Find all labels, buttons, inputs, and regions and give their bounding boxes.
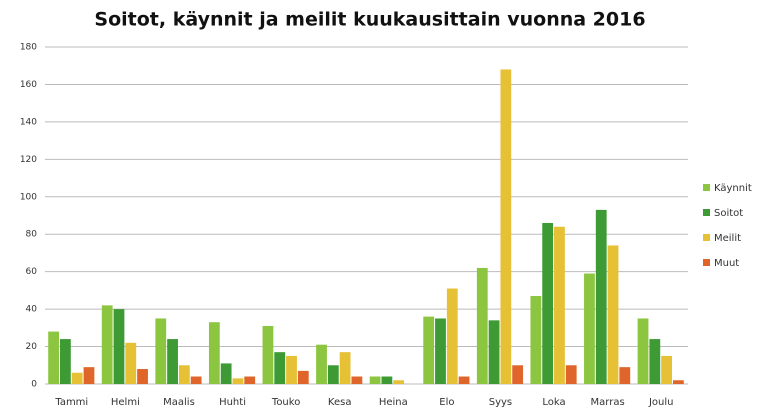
bar xyxy=(137,369,148,384)
x-tick-label: Tammi xyxy=(54,397,88,408)
bar xyxy=(369,376,381,384)
bar xyxy=(286,355,297,384)
y-tick-label: 140 xyxy=(20,117,37,127)
bar xyxy=(381,376,393,384)
bar xyxy=(208,322,220,384)
bar xyxy=(661,355,672,384)
y-tick-label: 80 xyxy=(26,230,38,240)
bar xyxy=(584,273,595,384)
x-tick-label: Heina xyxy=(379,397,408,408)
y-tick-label: 120 xyxy=(20,155,37,165)
bar xyxy=(351,376,363,384)
bar xyxy=(554,226,565,384)
legend-swatch xyxy=(703,209,710,216)
legend-swatch xyxy=(703,234,710,241)
bar xyxy=(672,380,684,384)
bar xyxy=(316,344,327,384)
x-tick-label: Marras xyxy=(591,397,625,408)
bar xyxy=(649,339,661,384)
bar xyxy=(637,318,649,384)
bar xyxy=(565,365,577,384)
legend-label: Muut xyxy=(714,258,739,269)
y-tick-label: 20 xyxy=(26,342,38,352)
bar xyxy=(595,209,607,384)
legend-label: Käynnit xyxy=(714,183,752,194)
x-tick-label: Maalis xyxy=(163,397,195,408)
x-tick-label: Syys xyxy=(489,397,512,408)
bar xyxy=(155,318,167,384)
legend-label: Meilit xyxy=(714,233,741,244)
bar xyxy=(297,370,309,384)
x-tick-label: Joulu xyxy=(648,397,674,408)
bar xyxy=(488,320,500,384)
y-tick-label: 0 xyxy=(31,380,37,390)
chart-title: Soitot, käynnit ja meilit kuukausittain … xyxy=(94,9,645,31)
bar xyxy=(232,378,244,384)
bar xyxy=(458,376,470,384)
bar xyxy=(190,376,202,384)
bar xyxy=(542,222,554,384)
bar xyxy=(327,365,339,384)
bar xyxy=(83,367,95,384)
bar xyxy=(167,339,178,384)
bar xyxy=(530,296,542,384)
legend-swatch xyxy=(703,259,710,266)
bar xyxy=(220,363,232,384)
bar xyxy=(435,318,446,384)
bar xyxy=(48,331,60,384)
x-tick-label: Touko xyxy=(271,397,300,408)
legend-swatch xyxy=(703,184,710,191)
y-tick-label: 100 xyxy=(20,192,37,202)
bar xyxy=(423,316,435,384)
bar xyxy=(125,342,137,384)
bar xyxy=(446,288,458,384)
bar xyxy=(339,352,351,384)
x-tick-label: Huhti xyxy=(219,397,246,408)
bar xyxy=(113,309,125,384)
y-tick-label: 60 xyxy=(26,267,38,277)
bar xyxy=(178,365,190,384)
y-tick-label: 180 xyxy=(20,43,37,53)
bar xyxy=(393,380,405,384)
x-tick-label: Kesa xyxy=(328,397,352,408)
bar xyxy=(476,267,488,384)
bar xyxy=(71,372,83,384)
bar xyxy=(619,367,631,384)
y-tick-label: 160 xyxy=(20,80,37,90)
legend-label: Soitot xyxy=(714,208,743,219)
bar xyxy=(60,339,71,384)
bar xyxy=(262,325,274,384)
x-tick-label: Helmi xyxy=(111,397,140,408)
bar xyxy=(500,69,512,384)
x-tick-label: Elo xyxy=(439,397,454,408)
y-tick-label: 40 xyxy=(26,305,38,315)
bar xyxy=(607,245,619,384)
x-tick-label: Loka xyxy=(542,397,565,408)
bar xyxy=(512,365,524,384)
bar xyxy=(244,376,256,384)
bar xyxy=(101,305,113,384)
bar xyxy=(274,352,286,384)
